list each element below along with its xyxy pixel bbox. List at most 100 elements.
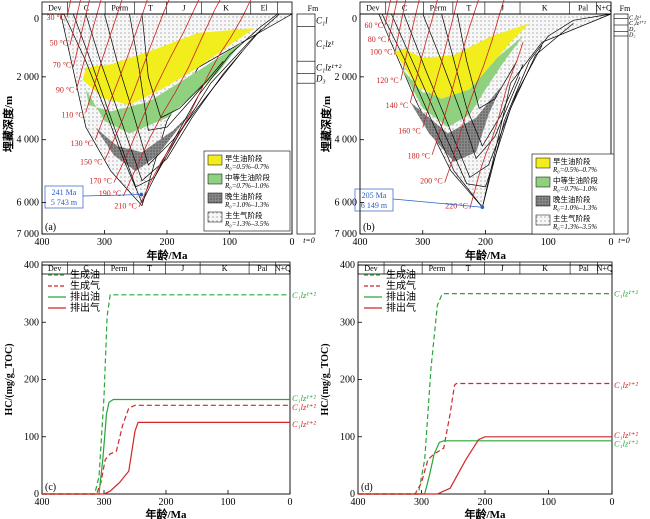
early-oil-area	[394, 23, 530, 99]
strat-unit-label: D₂	[628, 33, 635, 39]
period-T: T	[148, 4, 153, 13]
strat-unit-label: D₃	[628, 27, 635, 33]
x-tick-label: 100	[541, 497, 556, 508]
legend-label-0: 生成油	[386, 268, 416, 281]
y-tick-label: 400	[24, 260, 39, 271]
y-tick-label: 200	[24, 375, 39, 386]
isotherm-line	[104, 0, 170, 162]
strat-footer: t=0	[618, 236, 630, 245]
burial-curve	[381, 13, 612, 209]
x-axis-label: 年龄/Ma	[147, 248, 188, 262]
x-tick-label: 200	[478, 237, 493, 248]
isotherm-line	[94, 0, 148, 141]
legend-title-gas: 主生气阶段	[553, 213, 591, 223]
series-annotation-2: C₁lz¹⁺²	[292, 402, 316, 412]
isotherm-line	[122, 0, 221, 197]
panel-label: (a)	[45, 222, 56, 233]
callout-arrow	[82, 194, 142, 197]
legend: 早生油阶段R₀=0.5%–0.7%中等生油阶段R₀=0.7%–1.0%晚生油阶段…	[531, 153, 619, 235]
series-annotation-3: C₁lz¹⁺²	[292, 419, 316, 429]
series-annotation-1: C₁lz¹⁺²	[614, 380, 638, 390]
isotherm-label: 90 °C	[56, 85, 75, 94]
isotherm-label: 220 °C	[445, 202, 468, 211]
legend-title-late: 晚生油阶段	[553, 194, 591, 204]
strat-unit-label: C₁l	[316, 15, 328, 25]
x-tick-label: 0	[609, 237, 614, 248]
isotherm-label: 200 °C	[420, 177, 443, 186]
x-tick-label: 100	[222, 237, 237, 248]
x-tick-label: 300	[415, 237, 430, 248]
legend-swatch-gas	[207, 211, 223, 223]
x-tick-label: 400	[35, 497, 50, 508]
x-tick-label: 300	[97, 497, 112, 508]
strat-unit-label: C₁lz¹⁺²	[316, 62, 342, 72]
legend-label-3: 排出气	[386, 301, 416, 314]
legend-label-3: 排出气	[70, 301, 100, 314]
strat-footer: t=0	[303, 236, 315, 245]
isotherm-label: 80 °C	[368, 35, 387, 44]
callout-depth: 5 743 m	[51, 198, 78, 207]
y-tick-label: 0	[34, 489, 39, 500]
x-tick-label: 200	[478, 497, 493, 508]
burial-curve	[441, 13, 524, 147]
period-Pal: Pal	[578, 4, 589, 13]
period-N+Q: N+Q	[275, 264, 291, 273]
legend-title-mid: 中等生油阶段	[553, 175, 598, 185]
period-Dev: Dev	[48, 264, 61, 273]
callout-box	[44, 185, 84, 209]
isotherm-label: 130 °C	[71, 139, 94, 148]
strat-column: Fm C₁l C₁lz¹ C₁lz¹⁺²D₃ t=0	[296, 4, 342, 245]
strat-unit-label: C₁lz¹	[629, 15, 641, 21]
isotherm-line	[138, 0, 252, 208]
x-tick-label: 0	[290, 237, 295, 248]
series-annotation-0: C₁lz¹⁺²	[614, 289, 638, 299]
callout-depth: 6 149 m	[361, 201, 388, 210]
y-tick-label: 0	[352, 14, 357, 25]
y-axis-label: HC/(mg/g_TOC)	[320, 343, 331, 415]
isotherm-label: 160 °C	[398, 126, 421, 135]
x-tick-label: 400	[353, 237, 368, 248]
y-axis-label: 埋藏深度/m	[319, 96, 333, 152]
y-axis-label: 埋藏深度/m	[1, 96, 15, 152]
series-line-1	[358, 382, 612, 495]
late-oil-area	[95, 105, 199, 172]
y-tick-label: 4 000	[17, 135, 40, 146]
legend-label-2: 排出油	[70, 290, 100, 303]
burial-curve	[403, 13, 543, 178]
x-tick-label: 100	[221, 497, 236, 508]
legend: 早生油阶段R₀=0.5%–0.7%中等生油阶段R₀=0.7%–1.0%晚生油阶段…	[203, 150, 291, 232]
period-C: C	[83, 264, 88, 273]
legend-title-mid: 中等生油阶段	[225, 172, 270, 182]
y-tick-label: 300	[24, 317, 39, 328]
period-K: K	[222, 264, 228, 273]
series-line-2	[358, 440, 612, 495]
period-Pal: Pal	[579, 264, 590, 273]
x-tick-label: 200	[159, 497, 174, 508]
isotherm-label: 170 °C	[89, 177, 112, 186]
series-line-2	[42, 398, 290, 495]
isotherm-label: 190 °C	[99, 189, 122, 198]
period-Dev: Dev	[366, 4, 379, 13]
legend-range-gas: R₀=1.3%–3.5%	[552, 223, 597, 231]
mid-oil-area	[85, 42, 242, 134]
period-Pal: Pal	[257, 264, 268, 273]
panel-label: (d)	[361, 482, 373, 493]
legend-range-mid: R₀=0.7%–1.0%	[552, 185, 597, 193]
legend-swatch-early	[207, 154, 223, 166]
period-Perm: Perm	[111, 264, 129, 273]
x-axis-label: 年龄/Ma	[465, 507, 506, 519]
x-tick-label: 0	[288, 497, 293, 508]
y-tick-label: 0	[34, 14, 39, 25]
hydrocarbon-panel-c: Dev C Perm T J K Pal N+Q 400 300 200 100 0 0 100 200 300…	[4, 260, 316, 519]
period-bar	[359, 1, 612, 15]
isotherm-line	[469, 41, 524, 209]
series-line-3	[42, 421, 290, 495]
period-K: K	[542, 4, 548, 13]
x-tick-label: 400	[35, 237, 50, 248]
legend-swatch-early	[535, 157, 551, 169]
strat-unit-label: C₁lz¹	[316, 39, 334, 49]
burial-history-panel-a: Dev C Perm T J K El 30 °C 50 °C 70 °C 90 °C 110 °C 1…	[1, 0, 342, 262]
period-C: C	[402, 4, 407, 13]
strat-header: Fm	[620, 4, 631, 13]
